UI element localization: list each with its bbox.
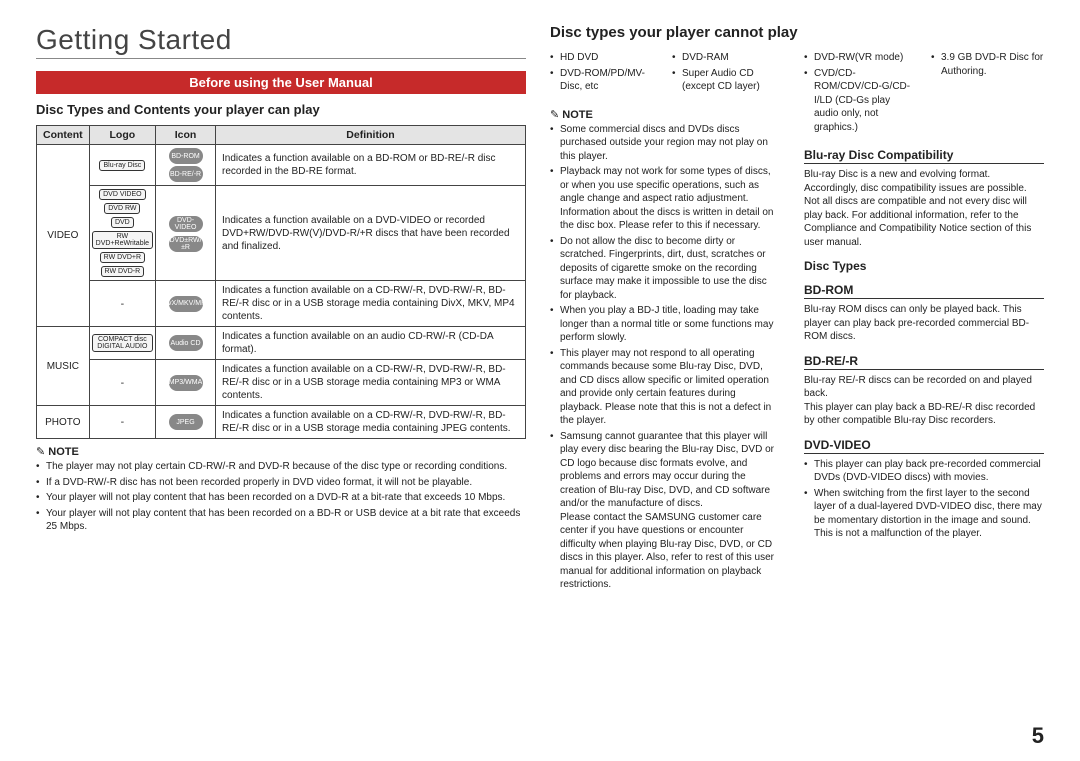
section-body: Blu-ray RE/-R discs can be recorded on a… [804,374,1044,428]
logo-badge: RW DVD+R [100,252,145,263]
mid-notes: Some commercial discs and DVDs discs pur… [550,123,780,592]
bullet-item: When switching from the first layer to t… [804,487,1044,541]
cell-icon: DVD-VIDEO DVD±RW/±R [156,186,216,281]
icon-pill: MP3/WMA [169,375,203,391]
cannot-item: 3.9 GB DVD-R Disc for Authoring. [931,51,1044,78]
th-logo: Logo [89,126,155,145]
cell-content-video: VIDEO [37,145,90,327]
note-item: Your player will not play content that h… [36,491,526,505]
cell-definition: Indicates a function available on a CD-R… [216,281,526,327]
cannot-item: Super Audio CD (except CD layer) [672,67,780,94]
note-item: Some commercial discs and DVDs discs pur… [550,123,780,164]
subheading: Disc Types and Contents your player can … [36,102,526,117]
section-bullets: This player can play back pre-recorded c… [804,458,1044,541]
note-item: Playback may not work for some types of … [550,165,780,233]
note-item: Samsung cannot guarantee that this playe… [550,430,780,592]
cell-definition: Indicates a function available on a DVD-… [216,186,526,281]
note-item: This player may not respond to all opera… [550,347,780,428]
logo-badge: DVD [111,217,134,228]
cannot-grid-right: DVD-RW(VR mode) CVD/CD-ROM/CDV/CD-G/CD-I… [804,51,1044,136]
cell-logo: - [89,281,155,327]
section-bar: Before using the User Manual [36,71,526,94]
cell-icon: DivX/MKV/MP4 [156,281,216,327]
cell-icon: JPEG [156,406,216,439]
section-body: Blu-ray ROM discs can only be played bac… [804,303,1044,344]
icon-pill: JPEG [169,414,203,430]
cannot-play-title: Disc types your player cannot play [550,24,1044,41]
cell-logo: Blu-ray Disc [89,145,155,186]
cell-icon: BD-ROM BD-RE/-R [156,145,216,186]
cell-definition: Indicates a function available on a CD-R… [216,360,526,406]
note-item: Do not allow the disc to become dirty or… [550,235,780,303]
section-heading: Disc Types [804,259,1044,273]
middle-column: HD DVD DVD-ROM/PD/MV-Disc, etc DVD-RAM S… [550,51,780,594]
note-item: If a DVD-RW/-R disc has not been recorde… [36,476,526,490]
cannot-grid-left: HD DVD DVD-ROM/PD/MV-Disc, etc DVD-RAM S… [550,51,780,96]
section-heading: BD-RE/-R [804,354,1044,370]
section-body: Blu-ray Disc is a new and evolving forma… [804,168,1044,249]
section-heading: Blu-ray Disc Compatibility [804,148,1044,164]
cannot-item: DVD-ROM/PD/MV-Disc, etc [550,67,658,94]
cannot-item: CVD/CD-ROM/CDV/CD-G/CD-I/LD (CD-Gs play … [804,67,917,135]
icon-pill: DVD±RW/±R [169,236,203,252]
logo-badge: Blu-ray Disc [99,160,145,171]
logo-badge: DVD VIDEO [99,189,146,200]
page-title: Getting Started [36,24,526,59]
bullet-item: This player can play back pre-recorded c… [804,458,1044,485]
logo-badge: DVD RW [104,203,140,214]
cell-logo: - [89,360,155,406]
disc-table: Content Logo Icon Definition VIDEO Blu-r… [36,125,526,439]
cell-definition: Indicates a function available on a CD-R… [216,406,526,439]
cell-definition: Indicates a function available on a BD-R… [216,145,526,186]
note-item: The player may not play certain CD-RW/-R… [36,460,526,474]
cell-logo: - [89,406,155,439]
icon-pill: BD-RE/-R [169,166,203,182]
logo-badge: COMPACT disc DIGITAL AUDIO [92,334,153,352]
section-heading: BD-ROM [804,283,1044,299]
cell-icon: MP3/WMA [156,360,216,406]
cell-logo: COMPACT disc DIGITAL AUDIO [89,327,155,360]
left-notes: The player may not play certain CD-RW/-R… [36,460,526,534]
section-heading: DVD-VIDEO [804,438,1044,454]
page-number: 5 [1032,723,1044,749]
note-label: NOTE [550,108,780,121]
icon-pill: DVD-VIDEO [169,216,203,232]
cannot-item: HD DVD [550,51,658,65]
icon-pill: Audio CD [169,335,203,351]
note-label: NOTE [36,445,526,458]
note-item: When you play a BD-J title, loading may … [550,304,780,345]
logo-badge: RW DVD-R [101,266,145,277]
icon-pill: DivX/MKV/MP4 [169,296,203,312]
th-content: Content [37,126,90,145]
th-definition: Definition [216,126,526,145]
cell-content-photo: PHOTO [37,406,90,439]
note-item: Your player will not play content that h… [36,507,526,534]
icon-pill: BD-ROM [169,148,203,164]
left-column: Getting Started Before using the User Ma… [36,24,526,594]
th-icon: Icon [156,126,216,145]
cell-definition: Indicates a function available on an aud… [216,327,526,360]
logo-badge: RW DVD+ReWritable [92,231,153,249]
cell-logo: DVD VIDEO DVD RW DVD RW DVD+ReWritable R… [89,186,155,281]
cell-content-music: MUSIC [37,327,90,406]
right-column: DVD-RW(VR mode) CVD/CD-ROM/CDV/CD-G/CD-I… [804,51,1044,594]
cannot-item: DVD-RW(VR mode) [804,51,917,65]
cell-icon: Audio CD [156,327,216,360]
cannot-item: DVD-RAM [672,51,780,65]
